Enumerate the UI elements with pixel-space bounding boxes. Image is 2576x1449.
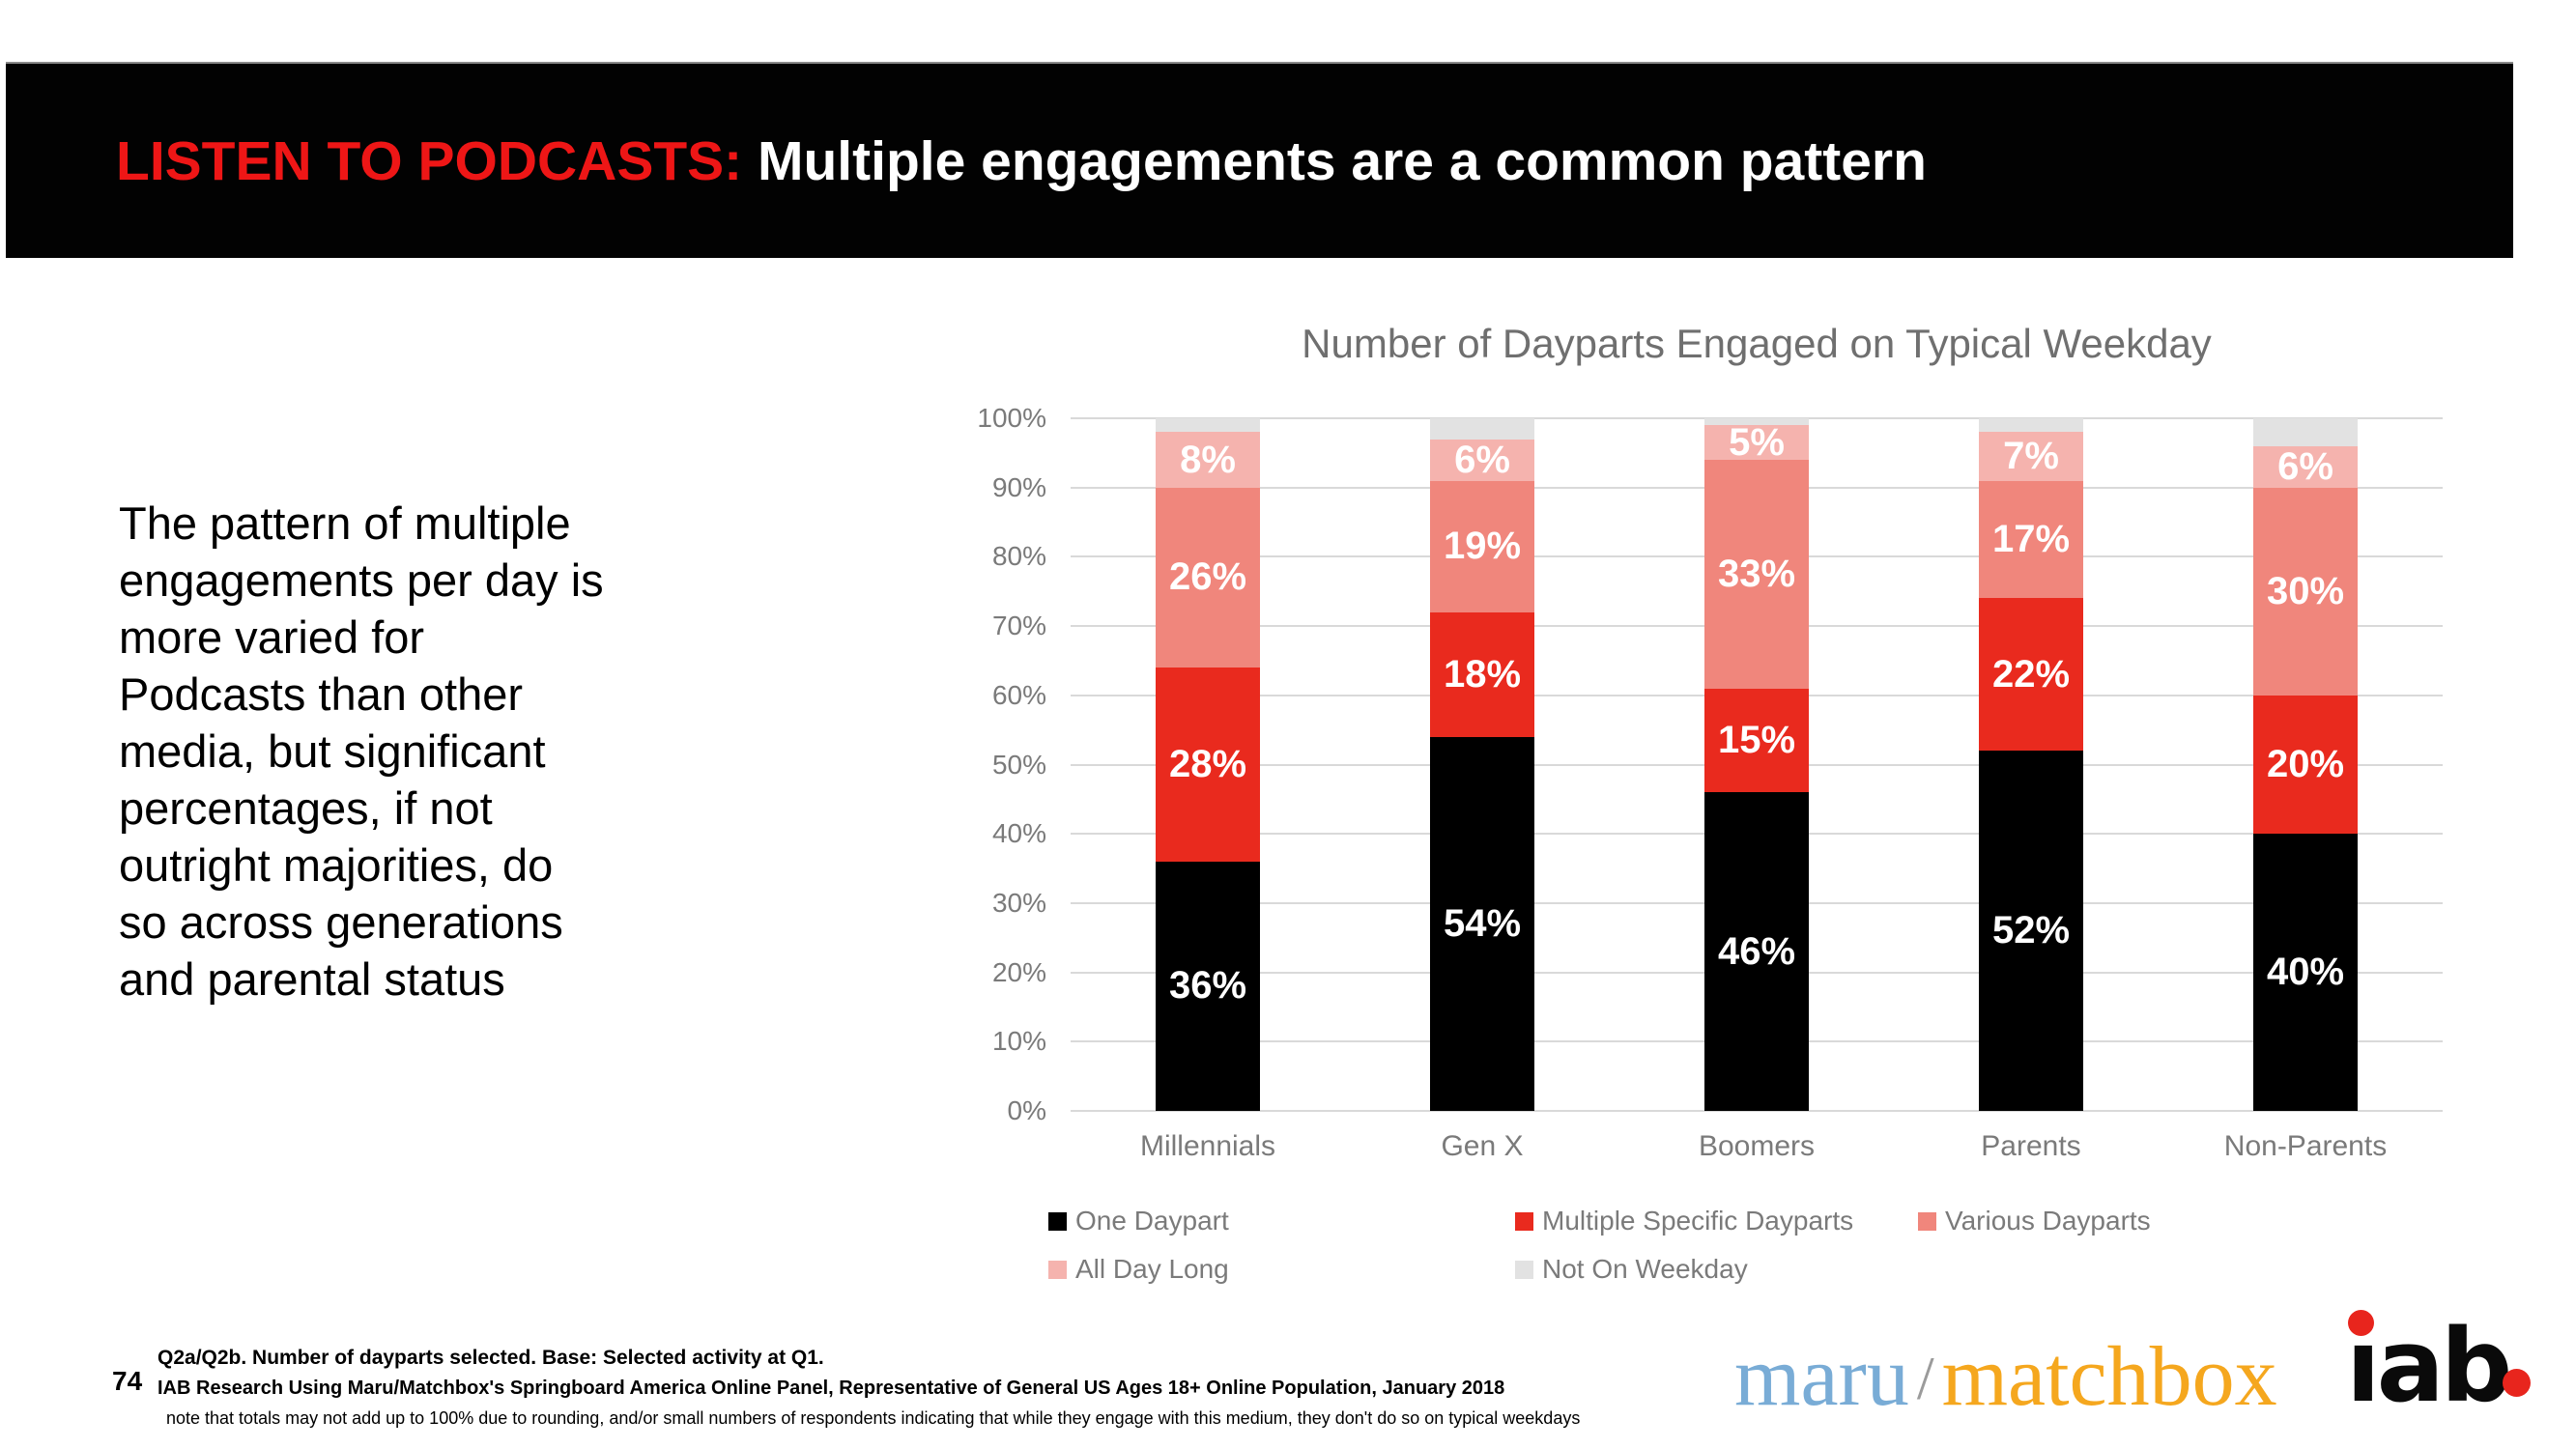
legend-label: Multiple Specific Dayparts [1542, 1206, 1854, 1236]
legend-swatch-icon [1048, 1260, 1067, 1279]
legend-swatch-icon [1515, 1211, 1533, 1231]
bar-segment-multiple-specific-dayparts: 28% [1156, 668, 1260, 862]
x-axis-category-label: Millennials [1139, 1130, 1276, 1162]
legend-label: One Daypart [1075, 1206, 1229, 1236]
bar-segment-one-daypart: 36% [1156, 861, 1260, 1111]
bar-segment-one-daypart: 46% [1704, 792, 1809, 1111]
y-axis-tick-label: 60% [991, 679, 1046, 710]
y-axis-tick-label: 80% [991, 541, 1046, 572]
bar-segment-multiple-specific-dayparts: 18% [1430, 611, 1534, 737]
chart-plot-area: 100% 90% 80% 70% 60% 50% 40% 30% 20% 10% 0% 36% 28% 2… [977, 405, 2443, 1162]
logo-slash: / [1916, 1344, 1934, 1412]
bar-segment-all-day-long: 7% [1979, 432, 2083, 481]
chart-title: Number of Dayparts Engaged on Typical We… [1302, 321, 2212, 366]
bar-value-label: 36% [1168, 964, 1247, 1008]
iab-logo-red-period-icon [2503, 1369, 2531, 1397]
bar-segment-not-on-weekday [1156, 418, 1260, 433]
bar-value-label: 54% [1443, 901, 1522, 945]
x-axis-category-label: Boomers [1698, 1130, 1816, 1162]
bar-segment-various-dayparts: 26% [1156, 487, 1260, 668]
y-axis-tick-label: 20% [991, 956, 1046, 987]
iab-logo-text: ıab [2346, 1307, 2512, 1425]
legend-item-various-dayparts: Various Dayparts [1918, 1206, 2151, 1236]
bar-value-label: 22% [1991, 652, 2071, 696]
bar-segment-not-on-weekday [1979, 418, 2083, 433]
gridline [1071, 1110, 2443, 1112]
bar-value-label: 5% [1729, 420, 1785, 464]
footnote-source: IAB Research Using Maru/Matchbox's Sprin… [157, 1378, 1505, 1399]
y-axis-tick-label: 30% [991, 887, 1046, 918]
gridline [1071, 417, 2443, 419]
bar-value-label: 7% [2003, 434, 2059, 477]
y-axis-tick-label: 0% [1007, 1095, 1046, 1125]
bar-segment-multiple-specific-dayparts: 20% [2253, 695, 2358, 835]
y-axis-tick-label: 10% [991, 1026, 1046, 1057]
bar-value-label: 40% [2266, 951, 2345, 994]
matchbox-logo-text: matchbox [1941, 1330, 2277, 1424]
page-number: 74 [112, 1366, 143, 1396]
bar-segment-not-on-weekday [1704, 418, 1809, 426]
bar-segment-various-dayparts: 33% [1704, 460, 1809, 689]
legend-item-one-daypart: One Daypart [1048, 1206, 1229, 1236]
header-bar: LISTEN TO PODCASTS: Multiple engagements… [6, 62, 2513, 258]
bar-segment-all-day-long: 8% [1156, 432, 1260, 488]
slide-title: LISTEN TO PODCASTS: Multiple engagements… [6, 130, 1927, 192]
bar-value-label: 33% [1717, 552, 1796, 595]
legend-label: Various Dayparts [1945, 1206, 2151, 1236]
legend-item-not-on-weekday: Not On Weekday [1515, 1254, 1748, 1285]
x-axis-category-label: Gen X [1441, 1130, 1524, 1162]
footnote-rounding: note that totals may not add up to 100% … [166, 1408, 1581, 1428]
legend-item-all-day-long: All Day Long [1048, 1254, 1229, 1285]
bar-value-label: 6% [2277, 444, 2333, 488]
bar-value-label: 15% [1717, 718, 1796, 761]
intro-paragraph: The pattern of multiple engagements per … [119, 497, 604, 1005]
slide-title-topic: LISTEN TO PODCASTS: [116, 129, 743, 192]
bar-segment-not-on-weekday [2253, 418, 2358, 446]
bar-value-label: 26% [1168, 555, 1247, 599]
y-axis-tick-label: 100% [977, 403, 1046, 433]
iab-logo: ıab [2346, 1307, 2576, 1441]
x-axis-category-label: Non-Parents [2223, 1130, 2388, 1162]
legend-swatch-icon [1515, 1260, 1533, 1279]
bar-segment-not-on-weekday [1430, 418, 1534, 440]
footnote-question-base: Q2a/Q2b. Number of dayparts selected. Ba… [157, 1347, 824, 1369]
bar-segment-one-daypart: 54% [1430, 736, 1534, 1111]
bar-segment-various-dayparts: 19% [1430, 480, 1534, 612]
bar-segment-one-daypart: 40% [2253, 834, 2358, 1111]
bar-segment-all-day-long: 5% [1704, 421, 1809, 464]
maru-logo-text: maru [1734, 1330, 1909, 1424]
bar-value-label: 46% [1717, 929, 1796, 973]
bar-segment-all-day-long: 6% [2253, 444, 2358, 488]
bar-value-label: 19% [1443, 525, 1522, 568]
bar-value-label: 18% [1443, 652, 1522, 696]
x-axis-category-label: Parents [1981, 1130, 2081, 1162]
bar-value-label: 28% [1168, 743, 1247, 786]
slide-title-text: Multiple engagements are a common patter… [742, 129, 1927, 192]
bar-segment-multiple-specific-dayparts: 22% [1979, 598, 2083, 752]
y-axis-tick-label: 40% [991, 818, 1046, 849]
bar-segment-various-dayparts: 30% [2253, 487, 2358, 696]
legend-label: All Day Long [1075, 1254, 1229, 1284]
bar-segment-all-day-long: 6% [1430, 438, 1534, 481]
y-axis-tick-label: 70% [991, 611, 1046, 641]
bar-segment-multiple-specific-dayparts: 15% [1704, 688, 1809, 793]
bar-value-label: 8% [1180, 438, 1236, 481]
legend-swatch-icon [1918, 1211, 1936, 1231]
bar-value-label: 6% [1454, 438, 1510, 481]
legend-swatch-icon [1048, 1211, 1067, 1231]
maru-matchbox-logo: maru/matchbox [1734, 1333, 2277, 1425]
bar-value-label: 30% [2266, 569, 2345, 612]
y-axis-tick-label: 90% [991, 471, 1046, 502]
bar-value-label: 52% [1991, 909, 2071, 952]
bar-segment-various-dayparts: 17% [1979, 480, 2083, 599]
bar-segment-one-daypart: 52% [1979, 751, 2083, 1111]
legend-item-multiple-specific-dayparts: Multiple Specific Dayparts [1515, 1206, 1853, 1236]
legend-label: Not On Weekday [1542, 1254, 1748, 1284]
bar-value-label: 20% [2266, 743, 2345, 785]
bar-value-label: 17% [1991, 517, 2071, 560]
iab-logo-red-dot-icon [2348, 1310, 2374, 1336]
y-axis-tick-label: 50% [991, 749, 1046, 780]
